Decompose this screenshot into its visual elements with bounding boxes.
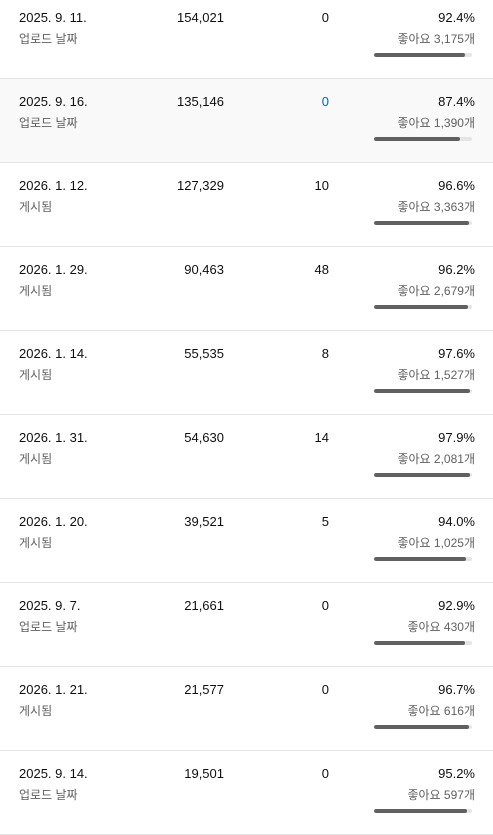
- like-ratio-bar-fill: [374, 389, 470, 393]
- like-ratio-cell: 96.7%: [438, 682, 475, 697]
- like-ratio-bar: [374, 641, 472, 645]
- like-ratio-bar: [374, 725, 472, 729]
- views-cell: 55,535: [184, 346, 224, 361]
- like-ratio-cell: 97.6%: [438, 346, 475, 361]
- views-cell: 39,521: [184, 514, 224, 529]
- comments-cell: 0: [321, 10, 329, 25]
- date-status-label: 업로드 날짜: [19, 116, 78, 130]
- likes-count: 좋아요 2,081개: [397, 452, 475, 466]
- likes-count: 좋아요 1,527개: [397, 368, 475, 382]
- date-status-label: 게시됨: [19, 452, 53, 466]
- likes-count: 좋아요 1,390개: [397, 116, 475, 130]
- like-ratio-bar-fill: [374, 809, 468, 813]
- like-ratio-bar-fill: [374, 53, 465, 57]
- likes-count: 좋아요 2,679개: [397, 284, 475, 298]
- table-row[interactable]: 2026. 1. 31. 게시됨 54,630 14 97.9% 좋아요 2,0…: [0, 415, 493, 499]
- date-cell: 2025. 9. 11.: [19, 10, 87, 25]
- like-ratio-bar-fill: [374, 137, 460, 141]
- views-cell: 127,329: [177, 178, 224, 193]
- table-row[interactable]: 2025. 9. 14. 업로드 날짜 19,501 0 95.2% 좋아요 5…: [0, 751, 493, 835]
- like-ratio-cell: 96.2%: [438, 262, 475, 277]
- table-row[interactable]: 2026. 1. 29. 게시됨 90,463 48 96.2% 좋아요 2,6…: [0, 247, 493, 331]
- date-cell: 2026. 1. 31.: [19, 430, 88, 445]
- comments-cell: 0: [321, 682, 329, 697]
- date-cell: 2026. 1. 12.: [19, 178, 88, 193]
- comments-cell: 10: [314, 178, 329, 193]
- date-status-label: 게시됨: [19, 284, 53, 298]
- date-status-label: 업로드 날짜: [19, 620, 78, 634]
- table-row[interactable]: 2026. 1. 20. 게시됨 39,521 5 94.0% 좋아요 1,02…: [0, 499, 493, 583]
- date-cell: 2026. 1. 29.: [19, 262, 88, 277]
- views-cell: 135,146: [177, 94, 224, 109]
- comments-cell: 14: [314, 430, 329, 445]
- like-ratio-cell: 97.9%: [438, 430, 475, 445]
- comments-cell: 48: [314, 262, 329, 277]
- date-status-label: 업로드 날짜: [19, 788, 78, 802]
- table-row[interactable]: 2026. 1. 14. 게시됨 55,535 8 97.6% 좋아요 1,52…: [0, 331, 493, 415]
- comments-cell[interactable]: 0: [321, 94, 329, 109]
- likes-count: 좋아요 597개: [407, 788, 475, 802]
- date-status-label: 업로드 날짜: [19, 32, 78, 46]
- likes-count: 좋아요 1,025개: [397, 536, 475, 550]
- like-ratio-bar: [374, 53, 472, 57]
- views-cell: 21,661: [184, 598, 224, 613]
- like-ratio-cell: 92.9%: [438, 598, 475, 613]
- like-ratio-bar-fill: [374, 725, 469, 729]
- like-ratio-bar-fill: [374, 641, 466, 645]
- views-cell: 21,577: [184, 682, 224, 697]
- date-status-label: 게시됨: [19, 704, 53, 718]
- date-cell: 2025. 9. 14.: [19, 766, 88, 781]
- date-status-label: 게시됨: [19, 368, 53, 382]
- table-row[interactable]: 2025. 9. 16. 업로드 날짜 135,146 0 87.4% 좋아요 …: [0, 79, 493, 163]
- table-row[interactable]: 2025. 9. 7. 업로드 날짜 21,661 0 92.9% 좋아요 43…: [0, 583, 493, 667]
- like-ratio-cell: 87.4%: [438, 94, 475, 109]
- like-ratio-bar: [374, 305, 472, 309]
- like-ratio-cell: 94.0%: [438, 514, 475, 529]
- views-cell: 90,463: [184, 262, 224, 277]
- like-ratio-bar-fill: [374, 557, 467, 561]
- table-row[interactable]: 2026. 1. 12. 게시됨 127,329 10 96.6% 좋아요 3,…: [0, 163, 493, 247]
- like-ratio-bar-fill: [374, 305, 469, 309]
- date-cell: 2026. 1. 14.: [19, 346, 88, 361]
- views-cell: 19,501: [184, 766, 224, 781]
- table-row[interactable]: 2025. 9. 11. 업로드 날짜 154,021 0 92.4% 좋아요 …: [0, 0, 493, 79]
- likes-count: 좋아요 3,175개: [397, 32, 475, 46]
- like-ratio-bar: [374, 557, 472, 561]
- like-ratio-bar: [374, 221, 472, 225]
- date-cell: 2025. 9. 7.: [19, 598, 81, 613]
- date-cell: 2026. 1. 20.: [19, 514, 88, 529]
- like-ratio-bar: [374, 389, 472, 393]
- table-row[interactable]: 2026. 1. 21. 게시됨 21,577 0 96.7% 좋아요 616개: [0, 667, 493, 751]
- views-cell: 154,021: [177, 10, 224, 25]
- date-cell: 2026. 1. 21.: [19, 682, 88, 697]
- comments-cell: 0: [321, 598, 329, 613]
- date-status-label: 게시됨: [19, 200, 53, 214]
- like-ratio-bar: [374, 809, 472, 813]
- like-ratio-cell: 96.6%: [438, 178, 475, 193]
- comments-cell: 8: [321, 346, 329, 361]
- date-cell: 2025. 9. 16.: [19, 94, 88, 109]
- like-ratio-bar: [374, 137, 472, 141]
- like-ratio-bar: [374, 473, 472, 477]
- likes-count: 좋아요 616개: [407, 704, 475, 718]
- likes-count: 좋아요 3,363개: [397, 200, 475, 214]
- like-ratio-cell: 95.2%: [438, 766, 475, 781]
- like-ratio-bar-fill: [374, 221, 469, 225]
- comments-cell: 5: [321, 514, 329, 529]
- views-cell: 54,630: [184, 430, 224, 445]
- like-ratio-cell: 92.4%: [438, 10, 475, 25]
- comments-cell: 0: [321, 766, 329, 781]
- like-ratio-bar-fill: [374, 473, 470, 477]
- likes-count: 좋아요 430개: [407, 620, 475, 634]
- date-status-label: 게시됨: [19, 536, 53, 550]
